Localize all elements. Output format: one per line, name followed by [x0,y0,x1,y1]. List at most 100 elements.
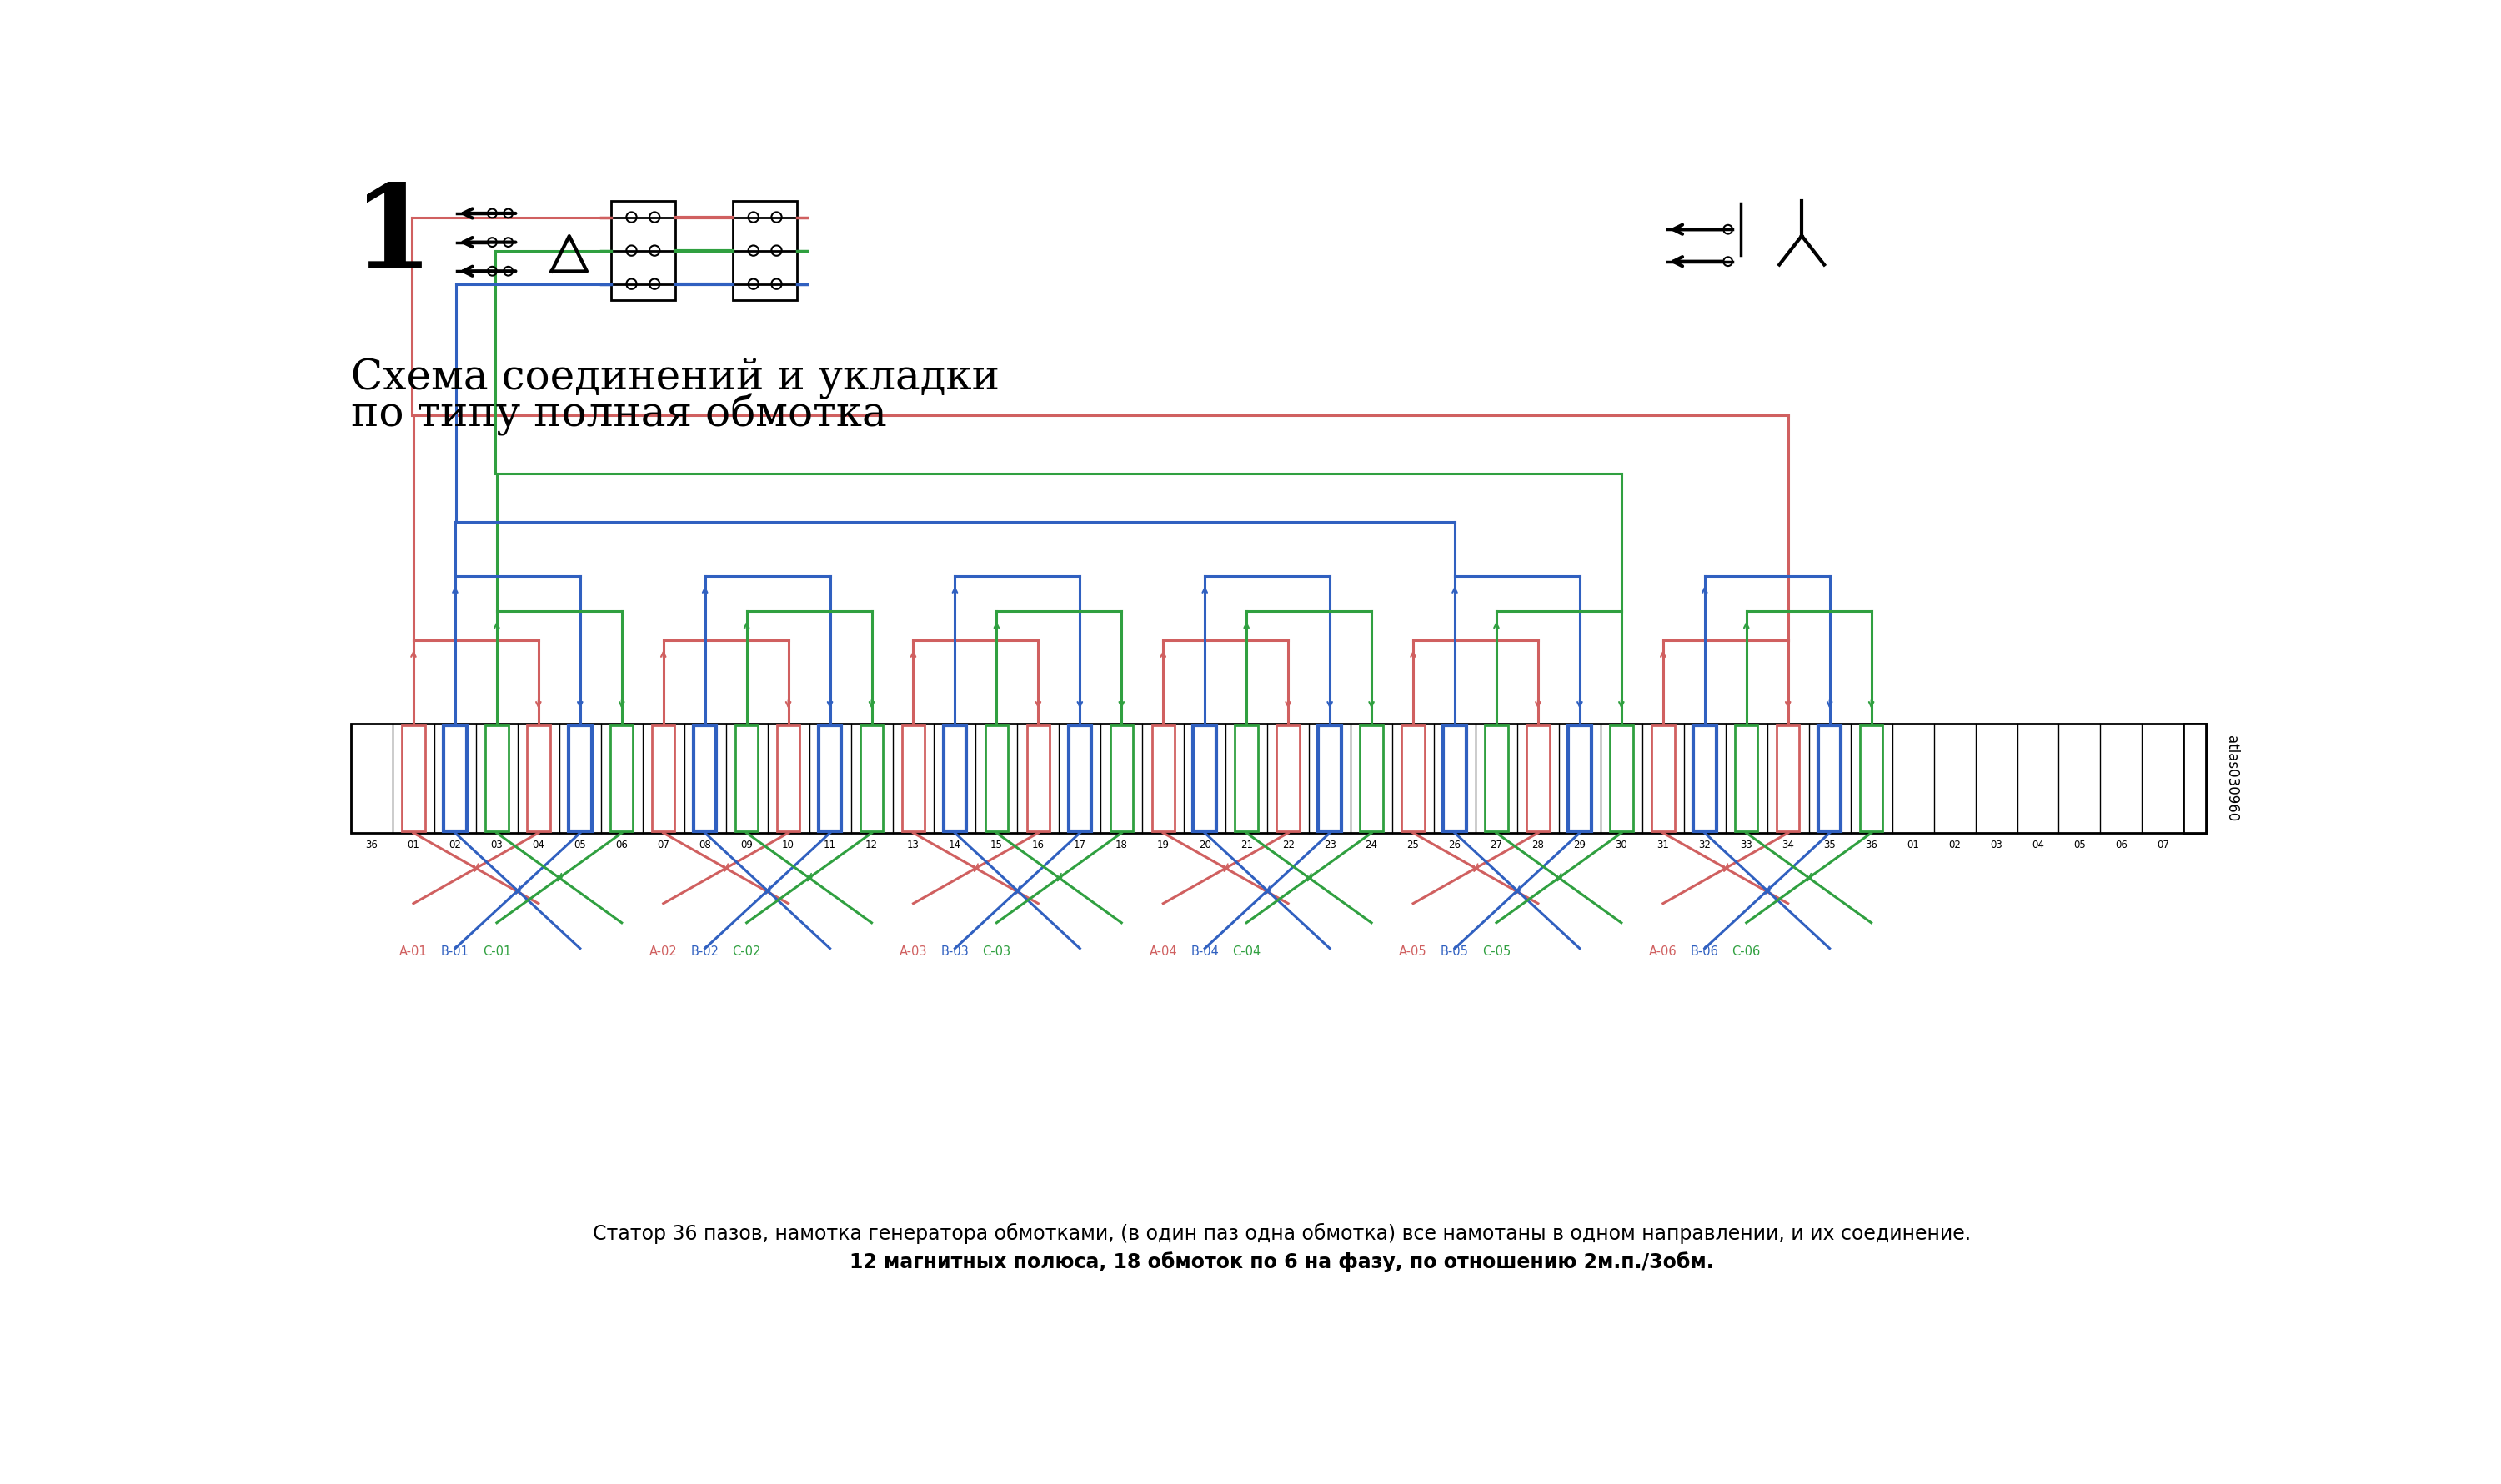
Text: 33: 33 [1741,840,1753,850]
Bar [1776,726,1798,831]
Bar [1318,726,1341,831]
Text: Схема соединений и укладки: Схема соединений и укладки [350,358,1000,399]
Text: 27: 27 [1491,840,1503,850]
Text: 20: 20 [1198,840,1210,850]
Text: Статор 36 пазов, намотка генератора обмотками, (в один паз одна обмотка) все нам: Статор 36 пазов, намотка генератора обмо… [593,1223,1971,1244]
Text: C-02: C-02 [733,945,760,957]
Text: 32: 32 [1698,840,1711,850]
Bar [1611,726,1633,831]
Bar [568,726,593,831]
Text: 04: 04 [2031,840,2043,850]
Text: 36: 36 [365,840,378,850]
Text: A-03: A-03 [900,945,928,957]
Bar [1361,726,1383,831]
Text: 28: 28 [1531,840,1543,850]
Text: 02: 02 [448,840,460,850]
Text: C-01: C-01 [483,945,510,957]
Text: 30: 30 [1616,840,1628,850]
Text: atlas030960: atlas030960 [2223,735,2238,821]
Text: B-01: B-01 [440,945,470,957]
Text: 18: 18 [1115,840,1128,850]
Text: 06: 06 [615,840,628,850]
Text: 23: 23 [1323,840,1336,850]
Text: 01: 01 [1906,840,1918,850]
Bar [443,726,468,831]
Text: 01: 01 [408,840,420,850]
Text: 1: 1 [353,180,433,292]
Text: 21: 21 [1240,840,1253,850]
Text: 13: 13 [908,840,920,850]
Bar [1193,726,1215,831]
Text: A-05: A-05 [1398,945,1428,957]
Text: 11: 11 [823,840,835,850]
Text: 03: 03 [1991,840,2003,850]
Bar [1568,726,1591,831]
Text: B-06: B-06 [1691,945,1718,957]
Bar [735,726,758,831]
Bar [733,200,798,300]
Text: 03: 03 [490,840,503,850]
Bar [1401,726,1426,831]
Bar [693,726,715,831]
Text: 05: 05 [2073,840,2086,850]
Bar [943,726,965,831]
Bar [1110,726,1133,831]
Text: 06: 06 [2116,840,2128,850]
Text: 29: 29 [1573,840,1586,850]
Text: по типу полная обмотка: по типу полная обмотка [350,393,888,436]
Text: 35: 35 [1823,840,1836,850]
Bar [1651,726,1676,831]
Bar [485,726,508,831]
Text: 31: 31 [1656,840,1668,850]
Bar [985,726,1008,831]
Text: 14: 14 [948,840,960,850]
Text: C-04: C-04 [1233,945,1261,957]
Text: C-05: C-05 [1483,945,1511,957]
Bar [818,726,840,831]
Text: B-05: B-05 [1441,945,1468,957]
Text: 07: 07 [658,840,670,850]
Text: 12: 12 [865,840,878,850]
Bar [2183,724,2206,833]
Text: 24: 24 [1366,840,1378,850]
Text: B-03: B-03 [940,945,968,957]
Bar [903,726,925,831]
Bar [860,726,883,831]
Text: 15: 15 [990,840,1003,850]
Text: C-03: C-03 [983,945,1010,957]
Bar [1235,726,1258,831]
Bar [610,726,633,831]
Bar [1861,726,1883,831]
Bar [1818,726,1841,831]
Bar [1276,726,1301,831]
Text: 08: 08 [698,840,710,850]
Text: B-02: B-02 [690,945,720,957]
Text: A-06: A-06 [1648,945,1678,957]
Text: 17: 17 [1073,840,1085,850]
Text: 04: 04 [533,840,545,850]
Text: 09: 09 [740,840,753,850]
Text: 10: 10 [783,840,795,850]
Text: A-02: A-02 [650,945,678,957]
Bar [1486,726,1508,831]
Text: B-04: B-04 [1190,945,1218,957]
Bar [778,726,800,831]
Bar [1153,726,1175,831]
Text: 16: 16 [1033,840,1045,850]
Text: 19: 19 [1158,840,1170,850]
Text: 05: 05 [573,840,585,850]
Bar [403,726,425,831]
Text: 26: 26 [1448,840,1461,850]
Text: 36: 36 [1866,840,1878,850]
Bar [1028,726,1050,831]
Bar [1443,726,1466,831]
Bar [528,726,550,831]
Bar [1736,726,1758,831]
Text: 07: 07 [2156,840,2168,850]
Text: A-01: A-01 [400,945,428,957]
Bar [1526,726,1551,831]
Text: 02: 02 [1948,840,1961,850]
Text: 34: 34 [1781,840,1793,850]
Text: 12 магнитных полюса, 18 обмоток по 6 на фазу, по отношению 2м.п./3обм.: 12 магнитных полюса, 18 обмоток по 6 на … [850,1252,1713,1273]
Bar [610,200,675,300]
